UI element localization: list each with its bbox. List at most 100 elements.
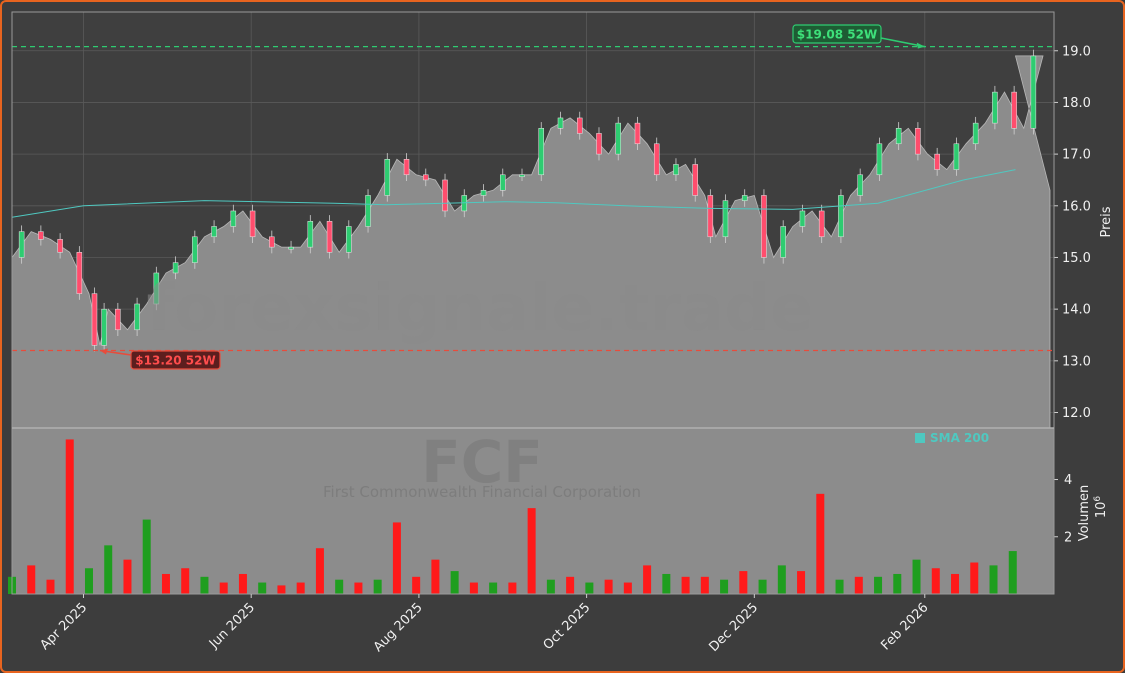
candle-body	[876, 143, 883, 176]
volume-bar	[835, 579, 844, 594]
candle-body	[326, 221, 333, 253]
candle-body	[134, 303, 140, 331]
price-axis-label: Preis	[1099, 206, 1114, 237]
volume-bar	[585, 582, 594, 594]
52w-high-arrowhead	[916, 42, 925, 49]
volume-bar	[315, 548, 324, 594]
candle-body	[403, 159, 410, 176]
candle-body	[557, 117, 564, 129]
volume-bar	[354, 582, 363, 594]
watermark-ticker: FCF	[421, 428, 543, 496]
price-tick-label: 15.0	[1062, 251, 1091, 266]
candle-body	[307, 221, 314, 248]
candle-body	[992, 91, 998, 124]
candle-body	[172, 262, 179, 274]
volume-axis-label: Volumen	[1077, 485, 1092, 542]
price-tick-label: 19.0	[1062, 44, 1091, 59]
price-tick-label: 18.0	[1062, 96, 1091, 111]
price-tick-label: 14.0	[1062, 303, 1091, 318]
x-tick-label: Feb 2026	[878, 600, 931, 653]
candle-body	[634, 122, 641, 145]
volume-bar	[700, 576, 709, 594]
volume-bar	[739, 571, 748, 594]
volume-bar	[373, 579, 382, 594]
volume-bar	[970, 562, 979, 594]
volume-bar	[777, 565, 786, 594]
candle-body	[288, 246, 294, 250]
candle-body	[38, 231, 44, 240]
candle-body	[211, 226, 217, 238]
candle-body	[799, 210, 806, 227]
watermark-site: forexsignale.trade	[147, 272, 814, 346]
candle-body	[857, 174, 863, 196]
plot-border	[11, 11, 1055, 595]
candle-body	[91, 293, 98, 346]
volume-bars	[8, 439, 1017, 594]
volume-bar	[412, 576, 421, 594]
candle-body	[115, 308, 121, 331]
candle-body	[230, 210, 237, 227]
candle-body	[780, 226, 786, 258]
52w-high-label-box	[792, 24, 882, 44]
volume-bar	[200, 576, 209, 594]
volume-bar	[450, 571, 459, 594]
volume-bar	[219, 582, 228, 594]
volume-axis-ticks: 24	[1054, 473, 1072, 545]
candle-body	[269, 236, 275, 248]
volume-bar	[46, 579, 55, 594]
volume-bar	[931, 568, 940, 594]
candle-body	[346, 226, 352, 253]
52w-high-label: $19.08 52W	[797, 28, 877, 42]
52w-low-label-box	[130, 350, 221, 370]
candle-body	[384, 159, 391, 196]
candle-body	[722, 200, 729, 238]
candle-body	[519, 174, 525, 178]
legend: SMA 200	[915, 431, 989, 445]
candle-body	[972, 122, 979, 145]
candle-body	[442, 179, 448, 212]
candle-body	[1030, 55, 1037, 129]
x-tick-label: Jun 2025	[206, 600, 258, 652]
price-axis-ticks: 12.0 13.0 14.0 15.0 16.0 17.0 18.0 19.0	[1054, 44, 1091, 421]
volume-bar	[392, 522, 401, 594]
52w-high-annotation: $19.08 52W	[792, 24, 925, 49]
candle-body	[153, 272, 160, 305]
volume-bar	[874, 576, 883, 594]
volume-bar	[758, 579, 767, 594]
candle-body	[538, 128, 544, 176]
candle-body	[596, 133, 602, 155]
52w-low-annotation: $13.20 52W	[99, 348, 221, 370]
candle-body	[653, 143, 660, 176]
candle-body	[895, 128, 902, 145]
price-tick-label: 16.0	[1062, 199, 1091, 214]
x-tick-label: Oct 2025	[541, 600, 594, 653]
volume-bar	[720, 579, 729, 594]
x-axis-ticks: Apr 2025 Jun 2025 Aug 2025 Oct 2025 Dec 2025…	[37, 594, 932, 655]
candle-body	[934, 153, 940, 170]
volume-bar	[469, 582, 478, 594]
candle-body	[761, 195, 767, 258]
price-area	[11, 55, 1051, 429]
volume-bar	[238, 573, 247, 594]
volume-axis-exponent: 106	[1093, 496, 1109, 519]
volume-bar	[508, 582, 517, 594]
price-tick-label: 12.0	[1062, 406, 1091, 421]
volume-bar	[296, 582, 305, 594]
candle-body	[500, 174, 506, 191]
volume-panel: FCF First Commonwealth Financial Corpora…	[8, 428, 1109, 594]
candle-body	[707, 195, 714, 238]
volume-tick-label: 2	[1064, 530, 1072, 545]
volume-bar	[258, 582, 267, 594]
sma-200-line	[11, 169, 1016, 218]
volume-bar	[604, 579, 613, 594]
volume-bar	[65, 439, 74, 594]
volume-bar	[431, 559, 440, 594]
volume-tick-label: 4	[1064, 473, 1072, 488]
candle-body	[18, 231, 25, 258]
volume-bar	[662, 573, 671, 594]
candlesticks	[18, 49, 1037, 352]
volume-bar	[161, 573, 170, 594]
candle-body	[838, 195, 844, 238]
volume-bar	[912, 559, 921, 594]
